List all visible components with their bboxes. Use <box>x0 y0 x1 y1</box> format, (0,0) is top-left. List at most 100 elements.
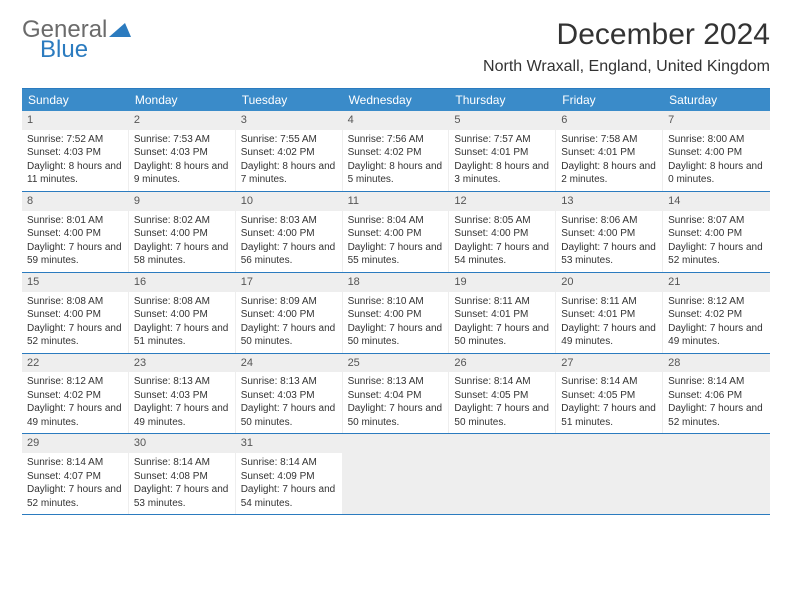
daylight-line: Daylight: 7 hours and 54 minutes. <box>241 483 337 510</box>
daylight-line: Daylight: 7 hours and 50 minutes. <box>454 322 550 349</box>
day-number: 5 <box>449 111 555 130</box>
daylight-line: Daylight: 8 hours and 9 minutes. <box>134 160 230 187</box>
daylight-line: Daylight: 7 hours and 51 minutes. <box>561 402 657 429</box>
sunset-line: Sunset: 4:05 PM <box>454 389 550 403</box>
day-body: Sunrise: 8:14 AMSunset: 4:05 PMDaylight:… <box>449 372 555 433</box>
day-number: 13 <box>556 192 662 211</box>
day-body: Sunrise: 8:04 AMSunset: 4:00 PMDaylight:… <box>343 211 449 272</box>
day-body: Sunrise: 8:05 AMSunset: 4:00 PMDaylight:… <box>449 211 555 272</box>
calendar: SundayMondayTuesdayWednesdayThursdayFrid… <box>22 88 770 515</box>
day-number: 20 <box>556 273 662 292</box>
daylight-line: Daylight: 7 hours and 58 minutes. <box>134 241 230 268</box>
day-number: 12 <box>449 192 555 211</box>
day-cell: 9Sunrise: 8:02 AMSunset: 4:00 PMDaylight… <box>129 192 236 272</box>
day-number: 22 <box>22 354 128 373</box>
day-body: Sunrise: 7:57 AMSunset: 4:01 PMDaylight:… <box>449 130 555 191</box>
sunrise-line: Sunrise: 8:14 AM <box>668 375 765 389</box>
day-number: 14 <box>663 192 770 211</box>
sunrise-line: Sunrise: 8:09 AM <box>241 295 337 309</box>
day-cell: 16Sunrise: 8:08 AMSunset: 4:00 PMDayligh… <box>129 273 236 353</box>
sunset-line: Sunset: 4:00 PM <box>27 308 123 322</box>
day-cell <box>449 434 556 514</box>
sunrise-line: Sunrise: 8:00 AM <box>668 133 765 147</box>
day-number: 25 <box>343 354 449 373</box>
day-number: 18 <box>343 273 449 292</box>
sunrise-line: Sunrise: 8:11 AM <box>454 295 550 309</box>
day-body: Sunrise: 8:03 AMSunset: 4:00 PMDaylight:… <box>236 211 342 272</box>
day-body: Sunrise: 7:53 AMSunset: 4:03 PMDaylight:… <box>129 130 235 191</box>
daylight-line: Daylight: 7 hours and 56 minutes. <box>241 241 337 268</box>
day-body: Sunrise: 8:14 AMSunset: 4:05 PMDaylight:… <box>556 372 662 433</box>
sunset-line: Sunset: 4:08 PM <box>134 470 230 484</box>
daylight-line: Daylight: 7 hours and 49 minutes. <box>134 402 230 429</box>
week-row: 22 Sunrise: 8:12 AMSunset: 4:02 PM Dayligh… <box>22 354 770 435</box>
day-body: Sunrise: 8:10 AMSunset: 4:00 PMDaylight:… <box>343 292 449 353</box>
day-header: Monday <box>129 89 236 111</box>
sunrise-line: Sunrise: 7:52 AM <box>27 133 123 147</box>
daylight-line: Daylight: 7 hours and 52 minutes. <box>27 483 123 510</box>
sunrise-line: Sunrise: 7:56 AM <box>348 133 444 147</box>
day-cell: 3Sunrise: 7:55 AMSunset: 4:02 PMDaylight… <box>236 111 343 191</box>
sunrise-line: Sunrise: 8:14 AM <box>27 456 123 470</box>
daylight-line: Daylight: 8 hours and 11 minutes. <box>27 160 123 187</box>
sunset-line: Sunset: 4:00 PM <box>454 227 550 241</box>
sunrise-line: Sunrise: 8:04 AM <box>348 214 444 228</box>
daylight-line: Daylight: 7 hours and 54 minutes. <box>454 241 550 268</box>
day-cell: 22Sunrise: 8:12 AMSunset: 4:02 PMDayligh… <box>22 354 129 434</box>
day-cell: 8Sunrise: 8:01 AMSunset: 4:00 PMDaylight… <box>22 192 129 272</box>
sunrise-line: Sunrise: 8:08 AM <box>134 295 230 309</box>
day-cell <box>556 434 663 514</box>
day-header: Wednesday <box>343 89 450 111</box>
sunset-line: Sunset: 4:03 PM <box>27 146 123 160</box>
sunset-line: Sunset: 4:03 PM <box>241 389 337 403</box>
day-number: 1 <box>22 111 128 130</box>
sunset-line: Sunset: 4:02 PM <box>668 308 765 322</box>
location: North Wraxall, England, United Kingdom <box>483 58 770 76</box>
day-number: 2 <box>129 111 235 130</box>
day-header: Tuesday <box>236 89 343 111</box>
day-number: 6 <box>556 111 662 130</box>
day-cell: 4Sunrise: 7:56 AMSunset: 4:02 PMDaylight… <box>343 111 450 191</box>
daylight-line: Daylight: 7 hours and 55 minutes. <box>348 241 444 268</box>
sunset-line: Sunset: 4:01 PM <box>561 146 657 160</box>
day-cell: 15Sunrise: 8:08 AMSunset: 4:00 PMDayligh… <box>22 273 129 353</box>
daylight-line: Daylight: 8 hours and 2 minutes. <box>561 160 657 187</box>
daylight-line: Daylight: 7 hours and 49 minutes. <box>668 322 765 349</box>
day-body: Sunrise: 7:52 AMSunset: 4:03 PMDaylight:… <box>22 130 128 191</box>
daylight-line: Daylight: 7 hours and 53 minutes. <box>561 241 657 268</box>
sunset-line: Sunset: 4:02 PM <box>348 146 444 160</box>
daylight-line: Daylight: 7 hours and 52 minutes. <box>27 322 123 349</box>
sunrise-line: Sunrise: 7:53 AM <box>134 133 230 147</box>
day-cell <box>663 434 770 514</box>
day-body: Sunrise: 8:12 AMSunset: 4:02 PMDaylight:… <box>663 292 770 353</box>
month-title: December 2024 <box>483 18 770 52</box>
sunrise-line: Sunrise: 8:13 AM <box>134 375 230 389</box>
sunset-line: Sunset: 4:06 PM <box>668 389 765 403</box>
day-cell: 14Sunrise: 8:07 AMSunset: 4:00 PMDayligh… <box>663 192 770 272</box>
day-body: Sunrise: 8:06 AMSunset: 4:00 PMDaylight:… <box>556 211 662 272</box>
sunrise-line: Sunrise: 8:14 AM <box>241 456 337 470</box>
day-body: Sunrise: 8:01 AMSunset: 4:00 PMDaylight:… <box>22 211 128 272</box>
day-body: Sunrise: 8:00 AMSunset: 4:00 PMDaylight:… <box>663 130 770 191</box>
day-cell: 30Sunrise: 8:14 AMSunset: 4:08 PMDayligh… <box>129 434 236 514</box>
day-body: Sunrise: 8:11 AMSunset: 4:01 PMDaylight:… <box>556 292 662 353</box>
sunset-line: Sunset: 4:04 PM <box>348 389 444 403</box>
day-number: 8 <box>22 192 128 211</box>
sunrise-line: Sunrise: 8:12 AM <box>27 375 123 389</box>
daylight-line: Daylight: 7 hours and 50 minutes. <box>348 322 444 349</box>
day-number: 19 <box>449 273 555 292</box>
sunset-line: Sunset: 4:02 PM <box>27 389 123 403</box>
day-cell: 23Sunrise: 8:13 AMSunset: 4:03 PMDayligh… <box>129 354 236 434</box>
day-number: 11 <box>343 192 449 211</box>
day-cell: 2Sunrise: 7:53 AMSunset: 4:03 PMDaylight… <box>129 111 236 191</box>
day-cell <box>343 434 450 514</box>
sunrise-line: Sunrise: 8:07 AM <box>668 214 765 228</box>
daylight-line: Daylight: 7 hours and 52 minutes. <box>668 241 765 268</box>
day-cell: 28Sunrise: 8:14 AMSunset: 4:06 PMDayligh… <box>663 354 770 434</box>
sunset-line: Sunset: 4:00 PM <box>561 227 657 241</box>
day-body: Sunrise: 8:13 AMSunset: 4:03 PMDaylight:… <box>129 372 235 433</box>
day-number: 26 <box>449 354 555 373</box>
day-body: Sunrise: 8:14 AMSunset: 4:08 PMDaylight:… <box>129 453 235 514</box>
sunset-line: Sunset: 4:05 PM <box>561 389 657 403</box>
day-cell: 12Sunrise: 8:05 AMSunset: 4:00 PMDayligh… <box>449 192 556 272</box>
